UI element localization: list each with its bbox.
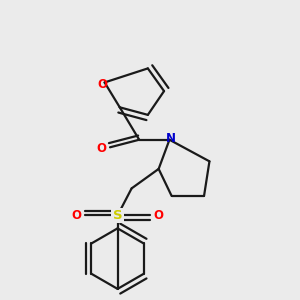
Text: O: O (98, 78, 107, 91)
Text: N: N (166, 132, 176, 145)
Text: O: O (96, 142, 106, 155)
Text: S: S (113, 209, 122, 222)
Text: O: O (154, 209, 164, 222)
Text: O: O (71, 209, 82, 222)
